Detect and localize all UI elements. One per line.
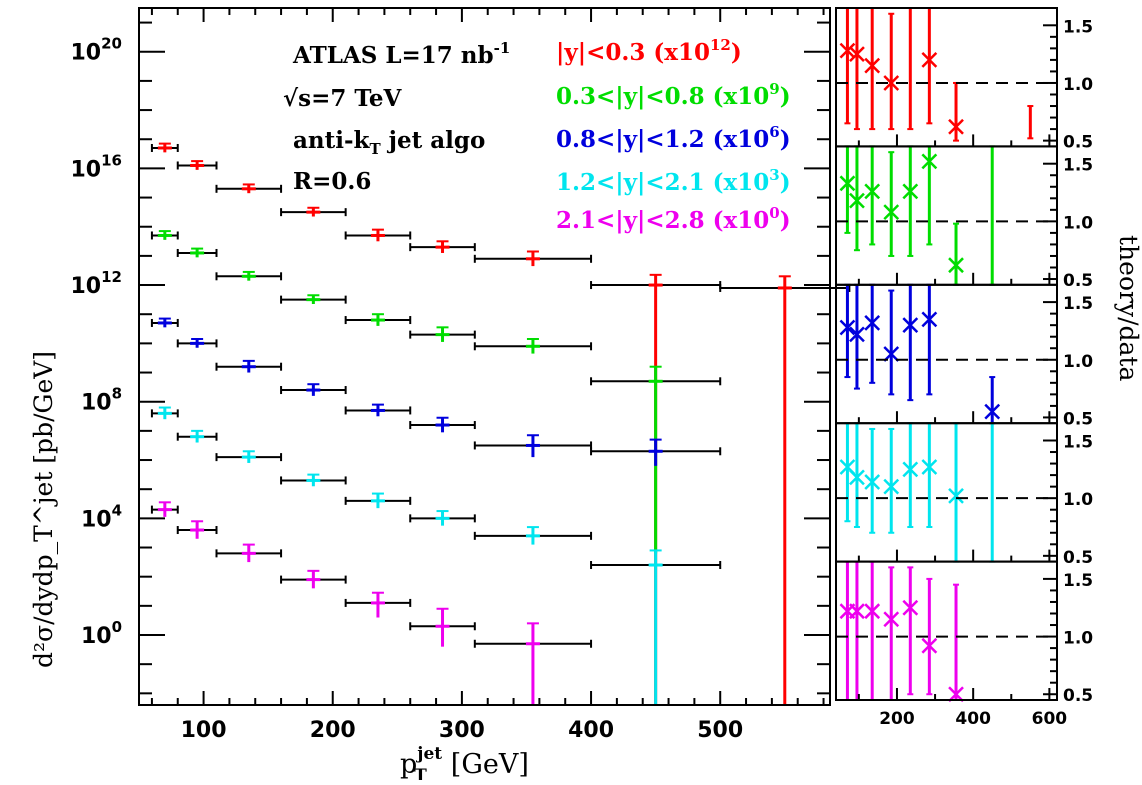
ratio-point-4 xyxy=(839,459,856,475)
ratio-point-3 xyxy=(984,403,1001,420)
ratio-point-3 xyxy=(849,326,865,343)
ratio-point-5 xyxy=(948,686,964,703)
ratio-point-2 xyxy=(948,257,964,274)
x-tick-label: 200 xyxy=(310,718,356,743)
ratio-y-tick-label: 1.0 xyxy=(1063,629,1093,649)
ratio-y-tick-label: 0.5 xyxy=(1063,548,1093,568)
ratio-point-4 xyxy=(948,487,964,504)
legend-entry-rapidity-2: 0.3<|y|<0.8 (x109) xyxy=(556,80,791,110)
ratio-point-4 xyxy=(902,461,919,478)
ratio-point-5 xyxy=(883,611,900,628)
main-plot-marks xyxy=(150,142,851,705)
x-tick-label: 100 xyxy=(181,718,227,743)
y-tick-label: 1016 xyxy=(71,151,123,182)
ratio-axis-title: theory/data xyxy=(1114,235,1142,381)
ratio-x-tick-label: 600 xyxy=(1032,709,1068,729)
x-axis-title: pjet T [GeV] xyxy=(400,744,529,780)
ratio-y-tick-label: 1.0 xyxy=(1063,213,1093,233)
legend-entry-rapidity-3: 0.8<|y|<1.2 (x106) xyxy=(556,123,791,153)
ratio-point-5 xyxy=(902,599,919,616)
ratio-y-tick-label: 0.5 xyxy=(1063,409,1093,429)
ratio-panel-frame xyxy=(835,7,1058,148)
ratio-y-tick-label: 1.0 xyxy=(1063,352,1093,372)
y-tick-label: 108 xyxy=(81,385,122,416)
ratio-y-tick-label: 1.0 xyxy=(1063,75,1093,95)
ratio-point-2 xyxy=(839,175,856,192)
annotation-luminosity: ATLAS L=17 nb-1 xyxy=(292,39,510,69)
ratio-y-tick-label: 1.5 xyxy=(1063,571,1093,591)
ratio-point-5 xyxy=(864,603,881,620)
ratio-point-4 xyxy=(849,469,865,486)
annotation-energy: √s=7 TeV xyxy=(283,85,402,112)
ratio-point-4 xyxy=(864,474,881,490)
ratio-y-tick-label: 1.5 xyxy=(1063,156,1093,176)
ratio-point-1 xyxy=(921,52,938,68)
y-tick-label: 1020 xyxy=(71,35,123,66)
ratio-point-3 xyxy=(921,311,938,328)
annotation-radius: R=0.6 xyxy=(293,168,371,195)
ratio-point-3 xyxy=(839,319,856,336)
ratio-panel-frame xyxy=(835,145,1058,286)
ratio-point-3 xyxy=(902,317,919,334)
ratio-point-4 xyxy=(921,459,938,475)
ratio-y-tick-label: 0.5 xyxy=(1063,271,1093,291)
annotation-algorithm: anti-kT jet algo xyxy=(293,127,485,158)
ratio-y-tick-label: 1.5 xyxy=(1063,294,1093,314)
legend-entry-rapidity-4: 1.2<|y|<2.1 (x103) xyxy=(556,166,791,196)
main-plot-frame xyxy=(138,7,831,706)
axes: 100 200 300 400 500 100 104 108 1012 1016 1020 0.5 1… xyxy=(71,7,1093,743)
ratio-y-tick-label: 1.5 xyxy=(1063,17,1093,37)
x-tick-label: 400 xyxy=(568,718,614,743)
ratio-y-tick-label: 1.0 xyxy=(1063,490,1093,510)
ratio-y-tick-label: 0.5 xyxy=(1063,686,1093,706)
x-tick-label: 500 xyxy=(697,718,743,743)
ratio-point-1 xyxy=(864,57,881,74)
ratio-point-5 xyxy=(849,603,865,620)
ratio-point-2 xyxy=(864,183,881,200)
y-axis-title: d²σ/dydp_T^jet [pb/GeV] xyxy=(29,351,58,668)
ratio-point-2 xyxy=(883,204,900,221)
ratio-point-2 xyxy=(921,153,938,170)
ratio-point-3 xyxy=(864,314,881,331)
ratio-point-1 xyxy=(948,118,964,135)
y-tick-label: 100 xyxy=(81,618,122,649)
ratio-point-1 xyxy=(883,75,900,91)
ratio-plot-marks xyxy=(839,7,1034,703)
ratio-point-1 xyxy=(849,46,865,63)
ratio-x-tick-label: 400 xyxy=(955,709,991,729)
ratio-point-3 xyxy=(883,346,900,362)
y-tick-label: 1012 xyxy=(71,268,123,299)
ratio-point-2 xyxy=(902,183,919,200)
ratio-y-tick-label: 1.5 xyxy=(1063,433,1093,453)
ratio-point-1 xyxy=(839,42,856,59)
ratio-point-2 xyxy=(849,192,865,209)
ratio-panel-frame xyxy=(835,560,1058,701)
ratio-y-tick-label: 0.5 xyxy=(1063,133,1093,153)
ratio-point-4 xyxy=(883,478,900,495)
y-tick-label: 104 xyxy=(81,501,122,532)
ratio-panel-frame xyxy=(835,422,1058,563)
ratio-panel-frame xyxy=(835,283,1058,425)
ratio-x-tick-label: 200 xyxy=(879,709,915,729)
ratio-point-5 xyxy=(921,637,938,654)
legend-entry-rapidity-1: |y|<0.3 (x1012) xyxy=(556,36,742,66)
x-tick-label: 300 xyxy=(439,718,485,743)
legend-entry-rapidity-5: 2.1<|y|<2.8 (x100) xyxy=(556,204,791,234)
